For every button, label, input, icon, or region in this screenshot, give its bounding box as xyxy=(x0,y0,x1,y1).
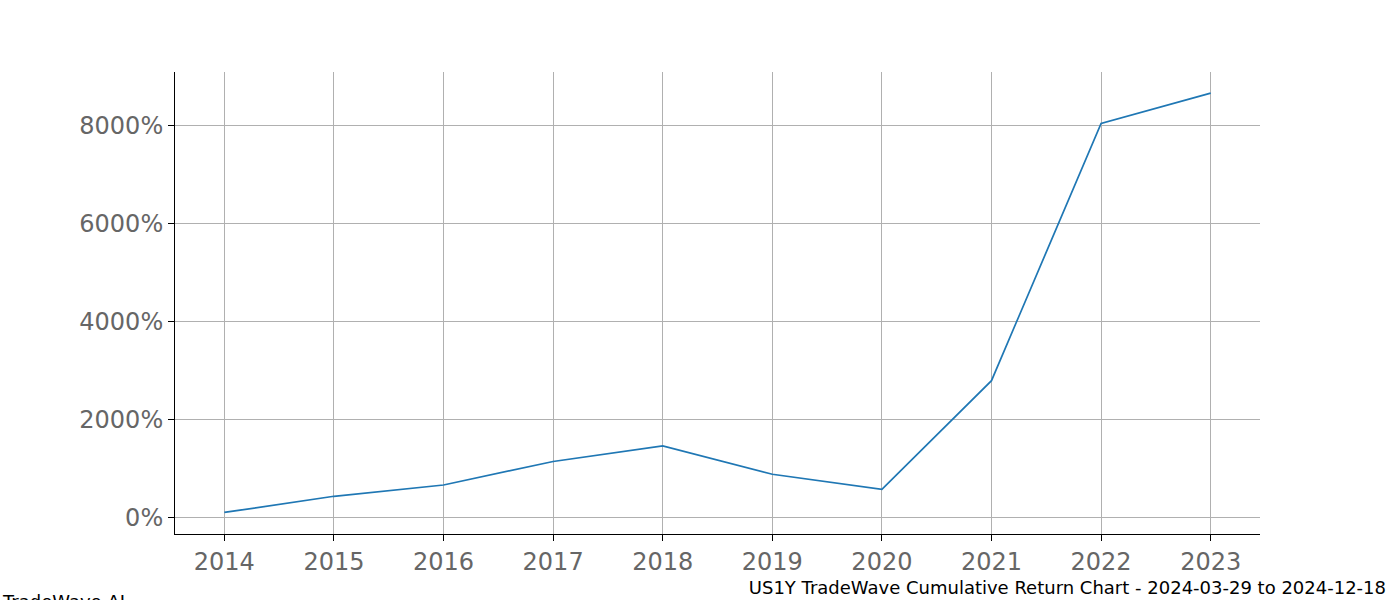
svg-text:2019: 2019 xyxy=(742,548,803,576)
svg-text:2016: 2016 xyxy=(413,548,474,576)
svg-text:2018: 2018 xyxy=(632,548,693,576)
svg-text:2000%: 2000% xyxy=(79,406,163,434)
svg-text:2021: 2021 xyxy=(961,548,1022,576)
svg-text:2017: 2017 xyxy=(523,548,584,576)
svg-text:2014: 2014 xyxy=(194,548,255,576)
svg-text:2015: 2015 xyxy=(303,548,364,576)
svg-text:2022: 2022 xyxy=(1071,548,1132,576)
svg-text:6000%: 6000% xyxy=(79,210,163,238)
svg-text:TradeWave.AI: TradeWave.AI xyxy=(2,591,125,600)
svg-text:0%: 0% xyxy=(125,504,163,532)
svg-text:8000%: 8000% xyxy=(79,112,163,140)
svg-text:2020: 2020 xyxy=(851,548,912,576)
svg-text:4000%: 4000% xyxy=(79,308,163,336)
svg-text:2023: 2023 xyxy=(1180,548,1241,576)
svg-text:US1Y TradeWave Cumulative Retu: US1Y TradeWave Cumulative Return Chart -… xyxy=(749,577,1386,598)
